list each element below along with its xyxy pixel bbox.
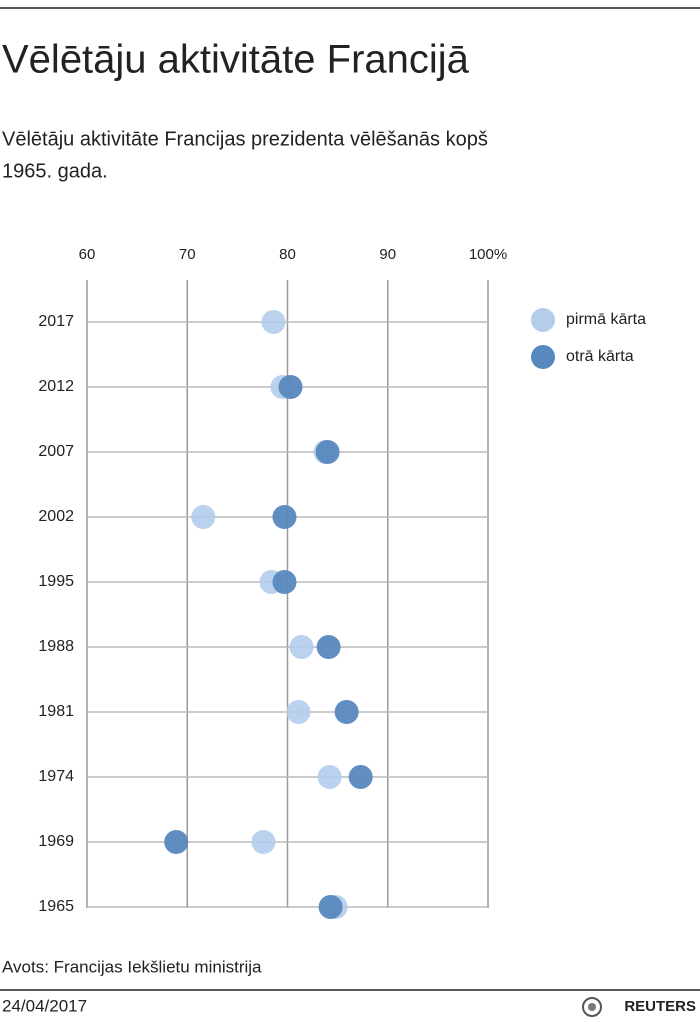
dot [316, 635, 341, 659]
dot [289, 635, 314, 659]
y-tick-label: 2007 [38, 443, 74, 460]
legend-swatch [531, 308, 555, 332]
dot [315, 440, 340, 464]
x-tick-label: 90 [379, 246, 396, 263]
y-tick-label: 1981 [38, 703, 74, 720]
x-tick-label: 100% [469, 246, 507, 263]
dot [164, 830, 189, 854]
date: 24/04/2017 [2, 996, 87, 1015]
legend-swatch [531, 345, 555, 369]
x-tick-label: 60 [79, 246, 96, 263]
y-tick-label: 1995 [38, 573, 74, 590]
y-tick-label: 1969 [38, 833, 74, 850]
dot [191, 505, 216, 529]
y-tick-label: 2017 [38, 313, 74, 330]
dot [278, 375, 303, 399]
subtitle: Vēlētāju aktivitāte Francijas prezidenta… [2, 128, 488, 150]
dot [286, 700, 311, 724]
y-tick-label: 2002 [38, 508, 74, 525]
logo-icon [582, 997, 602, 1017]
subtitle: 1965. gada. [2, 160, 108, 182]
dot [261, 310, 286, 334]
dot [318, 895, 343, 919]
legend-label: pirmā kārta [566, 311, 646, 328]
dot [334, 700, 359, 724]
logo-icon [588, 1003, 596, 1011]
dot [272, 570, 297, 594]
y-tick-label: 1974 [38, 768, 74, 785]
dot [251, 830, 276, 854]
dot [272, 505, 297, 529]
dot [317, 765, 342, 789]
logo: REUTERS [624, 998, 696, 1015]
dot [348, 765, 373, 789]
y-tick-label: 2012 [38, 378, 74, 395]
x-tick-label: 80 [279, 246, 296, 263]
chart-title: Vēlētāju aktivitāte Francijā [2, 38, 470, 82]
y-tick-label: 1988 [38, 638, 74, 655]
x-tick-label: 70 [179, 246, 196, 263]
y-tick-label: 1965 [38, 898, 74, 915]
source: Avots: Francijas Iekšlietu ministrija [2, 957, 262, 976]
legend-label: otrā kārta [566, 348, 634, 365]
